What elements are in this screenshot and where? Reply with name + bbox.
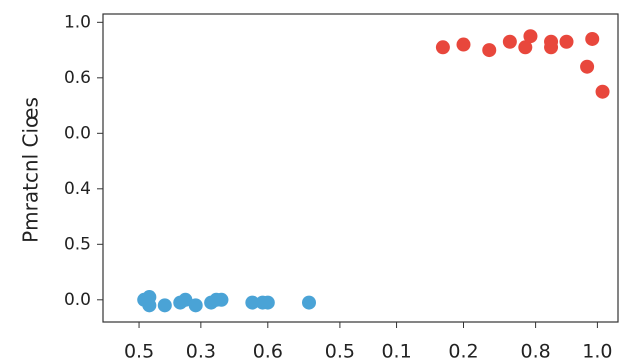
point: [188, 298, 203, 313]
y-tick-label: 0.0: [64, 123, 91, 143]
x-tick-label: 0.8: [520, 341, 550, 363]
point: [178, 292, 193, 307]
x-tick-label: 0.5: [124, 341, 154, 363]
point: [585, 31, 600, 46]
y-tick-label: 1.0: [64, 12, 91, 32]
x-tick-label: 1.0: [582, 341, 612, 363]
point: [435, 40, 450, 55]
point: [559, 34, 574, 49]
point: [518, 40, 533, 55]
point: [260, 295, 275, 310]
y-tick-label: 0.4: [64, 179, 91, 199]
x-tick-label: 0.5: [325, 341, 355, 363]
point: [544, 40, 559, 55]
y-tick-label: 0.5: [64, 234, 91, 254]
x-tick-label: 0.6: [253, 341, 283, 363]
x-tick-label: 0.3: [186, 341, 216, 363]
y-tick-label: 0.6: [64, 68, 91, 88]
point: [157, 298, 172, 313]
point: [456, 37, 471, 52]
point: [502, 34, 517, 49]
point: [580, 59, 595, 74]
point: [482, 43, 497, 58]
plot-frame: [102, 13, 619, 323]
point: [302, 295, 316, 310]
x-tick-label: 0.1: [381, 341, 411, 363]
point: [214, 292, 229, 307]
point: [595, 84, 610, 99]
x-tick-label: 0.2: [448, 341, 478, 363]
point: [245, 295, 260, 310]
point: [523, 29, 538, 44]
y-axis-label: Pmratcnl Ciœs: [19, 97, 43, 243]
y-tick-label: 0.0: [64, 290, 91, 310]
point: [142, 290, 157, 305]
